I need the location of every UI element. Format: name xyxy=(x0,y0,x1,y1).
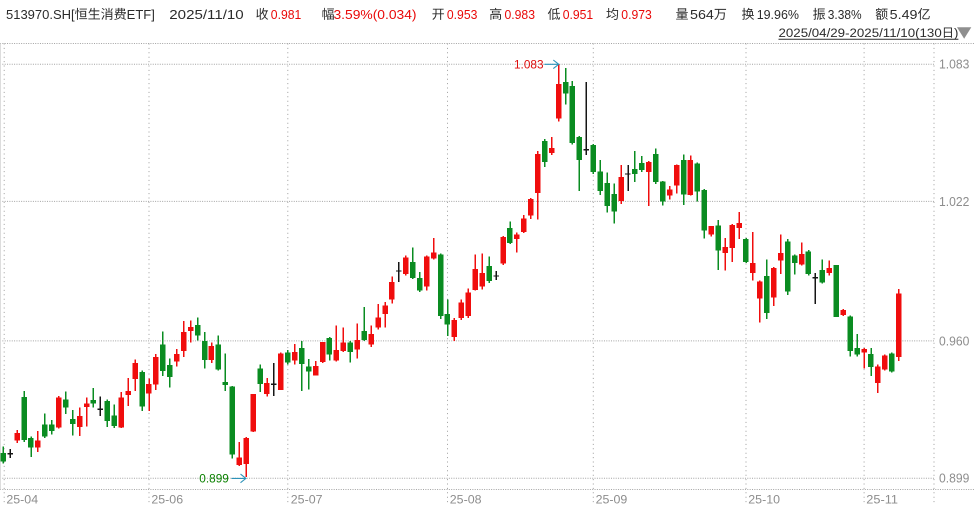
svg-text:1.022: 1.022 xyxy=(939,195,969,209)
svg-text:0.981: 0.981 xyxy=(271,7,302,22)
svg-text:2025/11/10: 2025/11/10 xyxy=(169,7,243,22)
svg-text:25-08: 25-08 xyxy=(450,493,482,507)
svg-text:0.951: 0.951 xyxy=(563,7,594,22)
svg-text:25-11: 25-11 xyxy=(866,493,898,507)
svg-text:3.38%: 3.38% xyxy=(828,7,862,22)
svg-text:5.49: 5.49 xyxy=(890,7,918,22)
svg-text:): ) xyxy=(954,26,958,40)
svg-text:25-07: 25-07 xyxy=(291,493,323,507)
svg-text:25-10: 25-10 xyxy=(748,493,780,507)
svg-text:ETF]: ETF] xyxy=(127,7,155,22)
svg-text:2025/04/29-2025/11/10(130: 2025/04/29-2025/11/10(130 xyxy=(779,26,942,40)
svg-text:0.899: 0.899 xyxy=(199,471,229,485)
svg-text:564: 564 xyxy=(690,7,714,22)
svg-text:0.899: 0.899 xyxy=(939,472,969,486)
svg-text:19.96%: 19.96% xyxy=(757,7,800,22)
svg-text:513970.SH[: 513970.SH[ xyxy=(6,7,75,22)
svg-text:25-06: 25-06 xyxy=(151,493,183,507)
svg-text:25-09: 25-09 xyxy=(596,493,628,507)
svg-text:3.59%(0.034): 3.59%(0.034) xyxy=(334,7,417,22)
svg-text:0.983: 0.983 xyxy=(505,7,536,22)
svg-text:1.083: 1.083 xyxy=(939,58,969,72)
svg-text:25-04: 25-04 xyxy=(6,493,38,507)
svg-text:0.960: 0.960 xyxy=(939,334,969,348)
svg-text:1.083: 1.083 xyxy=(514,58,544,72)
svg-text:0.953: 0.953 xyxy=(447,7,478,22)
svg-text:0.973: 0.973 xyxy=(621,7,652,22)
